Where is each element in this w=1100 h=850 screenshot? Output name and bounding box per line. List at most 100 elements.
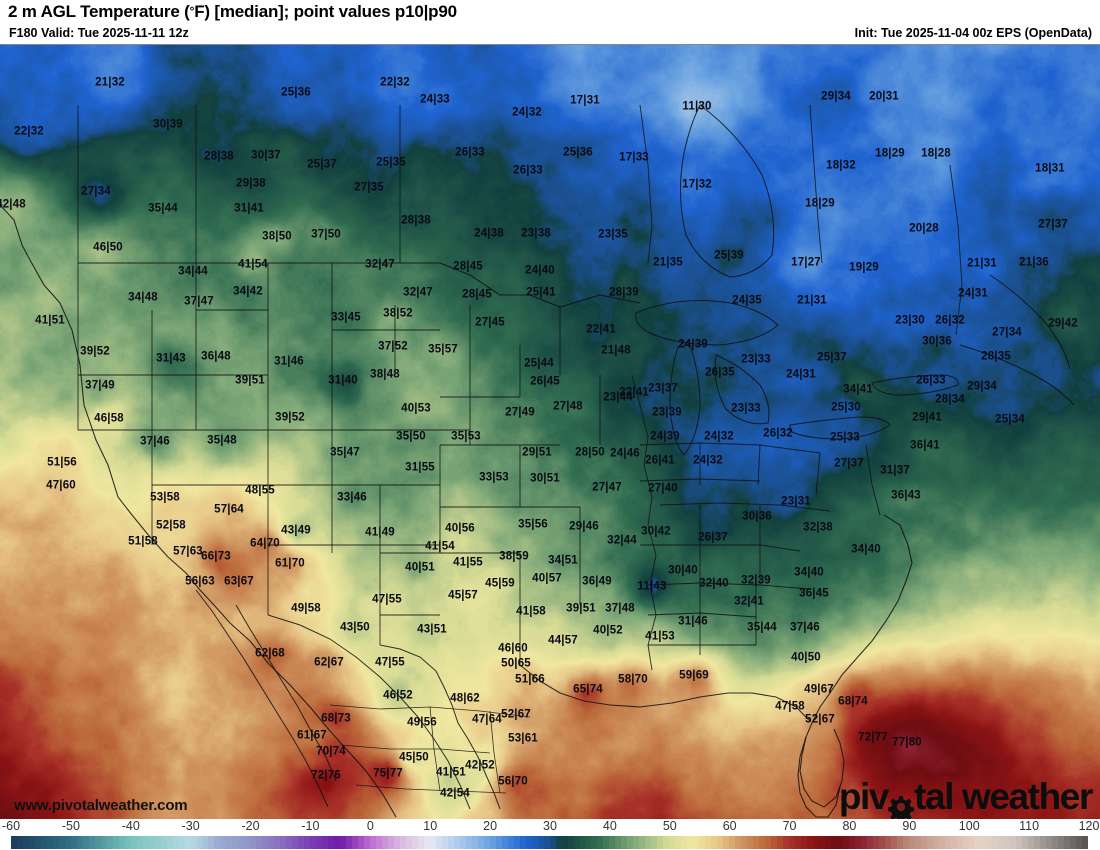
degree-unit: °: [189, 4, 195, 18]
point-value-label: 77|80: [892, 736, 922, 749]
pivotal-weather-logo: piv tal weather: [839, 776, 1093, 820]
point-value-label: 37|50: [311, 228, 341, 241]
colorbar-swatch: [920, 836, 927, 849]
point-value-label: 26|37: [698, 531, 728, 544]
colorbar-swatch: [328, 836, 335, 849]
colorbar-swatch: [100, 836, 107, 849]
point-value-label: 26|32: [935, 314, 965, 327]
colorbar-swatch: [334, 836, 341, 849]
point-value-label: 28|38: [401, 214, 431, 227]
point-value-label: 68|74: [838, 695, 868, 708]
point-value-label: 11|30: [682, 100, 712, 113]
point-value-label: 40|52: [593, 624, 623, 637]
point-value-label: 18|28: [921, 147, 951, 160]
point-value-label: 34|40: [851, 543, 881, 556]
point-value-label: 56|70: [498, 775, 528, 788]
point-value-label: 25|39: [714, 249, 744, 262]
point-value-label: 24|31: [786, 368, 816, 381]
point-value-label: 25|44: [524, 357, 554, 370]
colorbar-swatch: [579, 836, 586, 849]
point-value-label: 19|29: [849, 261, 879, 274]
colorbar-swatch: [40, 836, 47, 849]
border-line: [809, 104, 823, 264]
colorbar-swatch: [597, 836, 604, 849]
point-value-label: 29|34: [967, 380, 997, 393]
point-value-label: 38|59: [499, 550, 529, 563]
point-value-label: 24|38: [474, 227, 504, 240]
point-value-label: 34|48: [128, 291, 158, 304]
colorbar-swatch: [561, 836, 568, 849]
colorbar-swatch: [310, 836, 317, 849]
point-value-label: 47|55: [375, 656, 405, 669]
border-line: [631, 374, 657, 671]
colorbar-swatch: [316, 836, 323, 849]
colorbar-swatch: [501, 836, 508, 849]
init-model-label: Init: Tue 2025-11-04 00z EPS (OpenData): [854, 26, 1092, 40]
colorbar-swatch: [615, 836, 622, 849]
point-value-label: 70|74: [316, 745, 346, 758]
point-value-label: 49|58: [291, 602, 321, 615]
point-value-label: 56|63: [185, 575, 215, 588]
point-value-label: 21|31: [967, 257, 997, 270]
point-value-label: 28|38: [204, 150, 234, 163]
point-value-label: 24|39: [650, 430, 680, 443]
colorbar-swatch: [603, 836, 610, 849]
colorbar-swatch: [878, 836, 885, 849]
point-value-label: 25|36: [563, 146, 593, 159]
point-value-label: 32|38: [803, 521, 833, 534]
colorbar-tick: 80: [842, 819, 857, 833]
point-value-label: 43|51: [417, 623, 447, 636]
point-value-label: 51|56: [47, 456, 77, 469]
border-line: [195, 589, 329, 808]
colorbar-swatch: [94, 836, 101, 849]
colorbar-tick: 40: [602, 819, 617, 833]
point-value-label: 49|56: [407, 716, 437, 729]
point-value-label: 27|48: [553, 400, 583, 413]
point-value-label: 35|47: [330, 446, 360, 459]
point-value-label: 28|45: [453, 260, 483, 273]
colorbar-swatch: [537, 836, 544, 849]
colorbar-swatch: [657, 836, 664, 849]
colorbar-swatch: [836, 836, 843, 849]
logo-text-part-2: tal weather: [914, 776, 1093, 817]
colorbar-swatch: [741, 836, 748, 849]
border-line: [640, 544, 801, 552]
point-value-label: 23|33: [731, 402, 761, 415]
colorbar-tick: 20: [483, 819, 498, 833]
colorbar-swatch: [256, 836, 263, 849]
point-value-label: 39|52: [275, 411, 305, 424]
colorbar-swatch: [118, 836, 125, 849]
border-line: [235, 604, 337, 782]
border-line: [429, 706, 441, 792]
colorbar-swatch: [854, 836, 861, 849]
weather-map[interactable]: 21|32 25|36 22|32 24|33 24|32 17|31 11|30 29|34…: [0, 44, 1100, 820]
point-value-label: 23|38: [521, 227, 551, 240]
point-value-label: 41|51: [436, 766, 466, 779]
point-value-label: 72|76: [311, 769, 341, 782]
point-value-label: 50|65: [501, 657, 531, 670]
point-value-label: 26|45: [530, 375, 560, 388]
colorbar-swatch: [621, 836, 628, 849]
point-value-label: 46|60: [498, 642, 528, 655]
point-value-label: 47|58: [775, 700, 805, 713]
point-value-label: 32|47: [403, 286, 433, 299]
point-value-label: 24|32: [512, 106, 542, 119]
colorbar-swatch: [274, 836, 281, 849]
point-value-label: 33|46: [337, 491, 367, 504]
colorbar-swatch: [184, 836, 191, 849]
colorbar-tick: 10: [423, 819, 438, 833]
colorbar-swatch: [220, 836, 227, 849]
point-value-label: 36|48: [201, 350, 231, 363]
point-value-label: 36|49: [582, 575, 612, 588]
point-value-label: 25|37: [817, 351, 847, 364]
border-line: [871, 374, 959, 396]
point-value-label: 20|28: [909, 222, 939, 235]
point-value-label: 27|34: [81, 185, 111, 198]
colorbar-swatch: [58, 836, 65, 849]
point-value-label: 45|50: [399, 751, 429, 764]
colorbar-tick: 50: [662, 819, 677, 833]
gear-icon: [887, 787, 915, 820]
point-value-label: 34|51: [548, 554, 578, 567]
point-value-label: 66|73: [201, 550, 231, 563]
point-value-label: 25|34: [995, 413, 1025, 426]
